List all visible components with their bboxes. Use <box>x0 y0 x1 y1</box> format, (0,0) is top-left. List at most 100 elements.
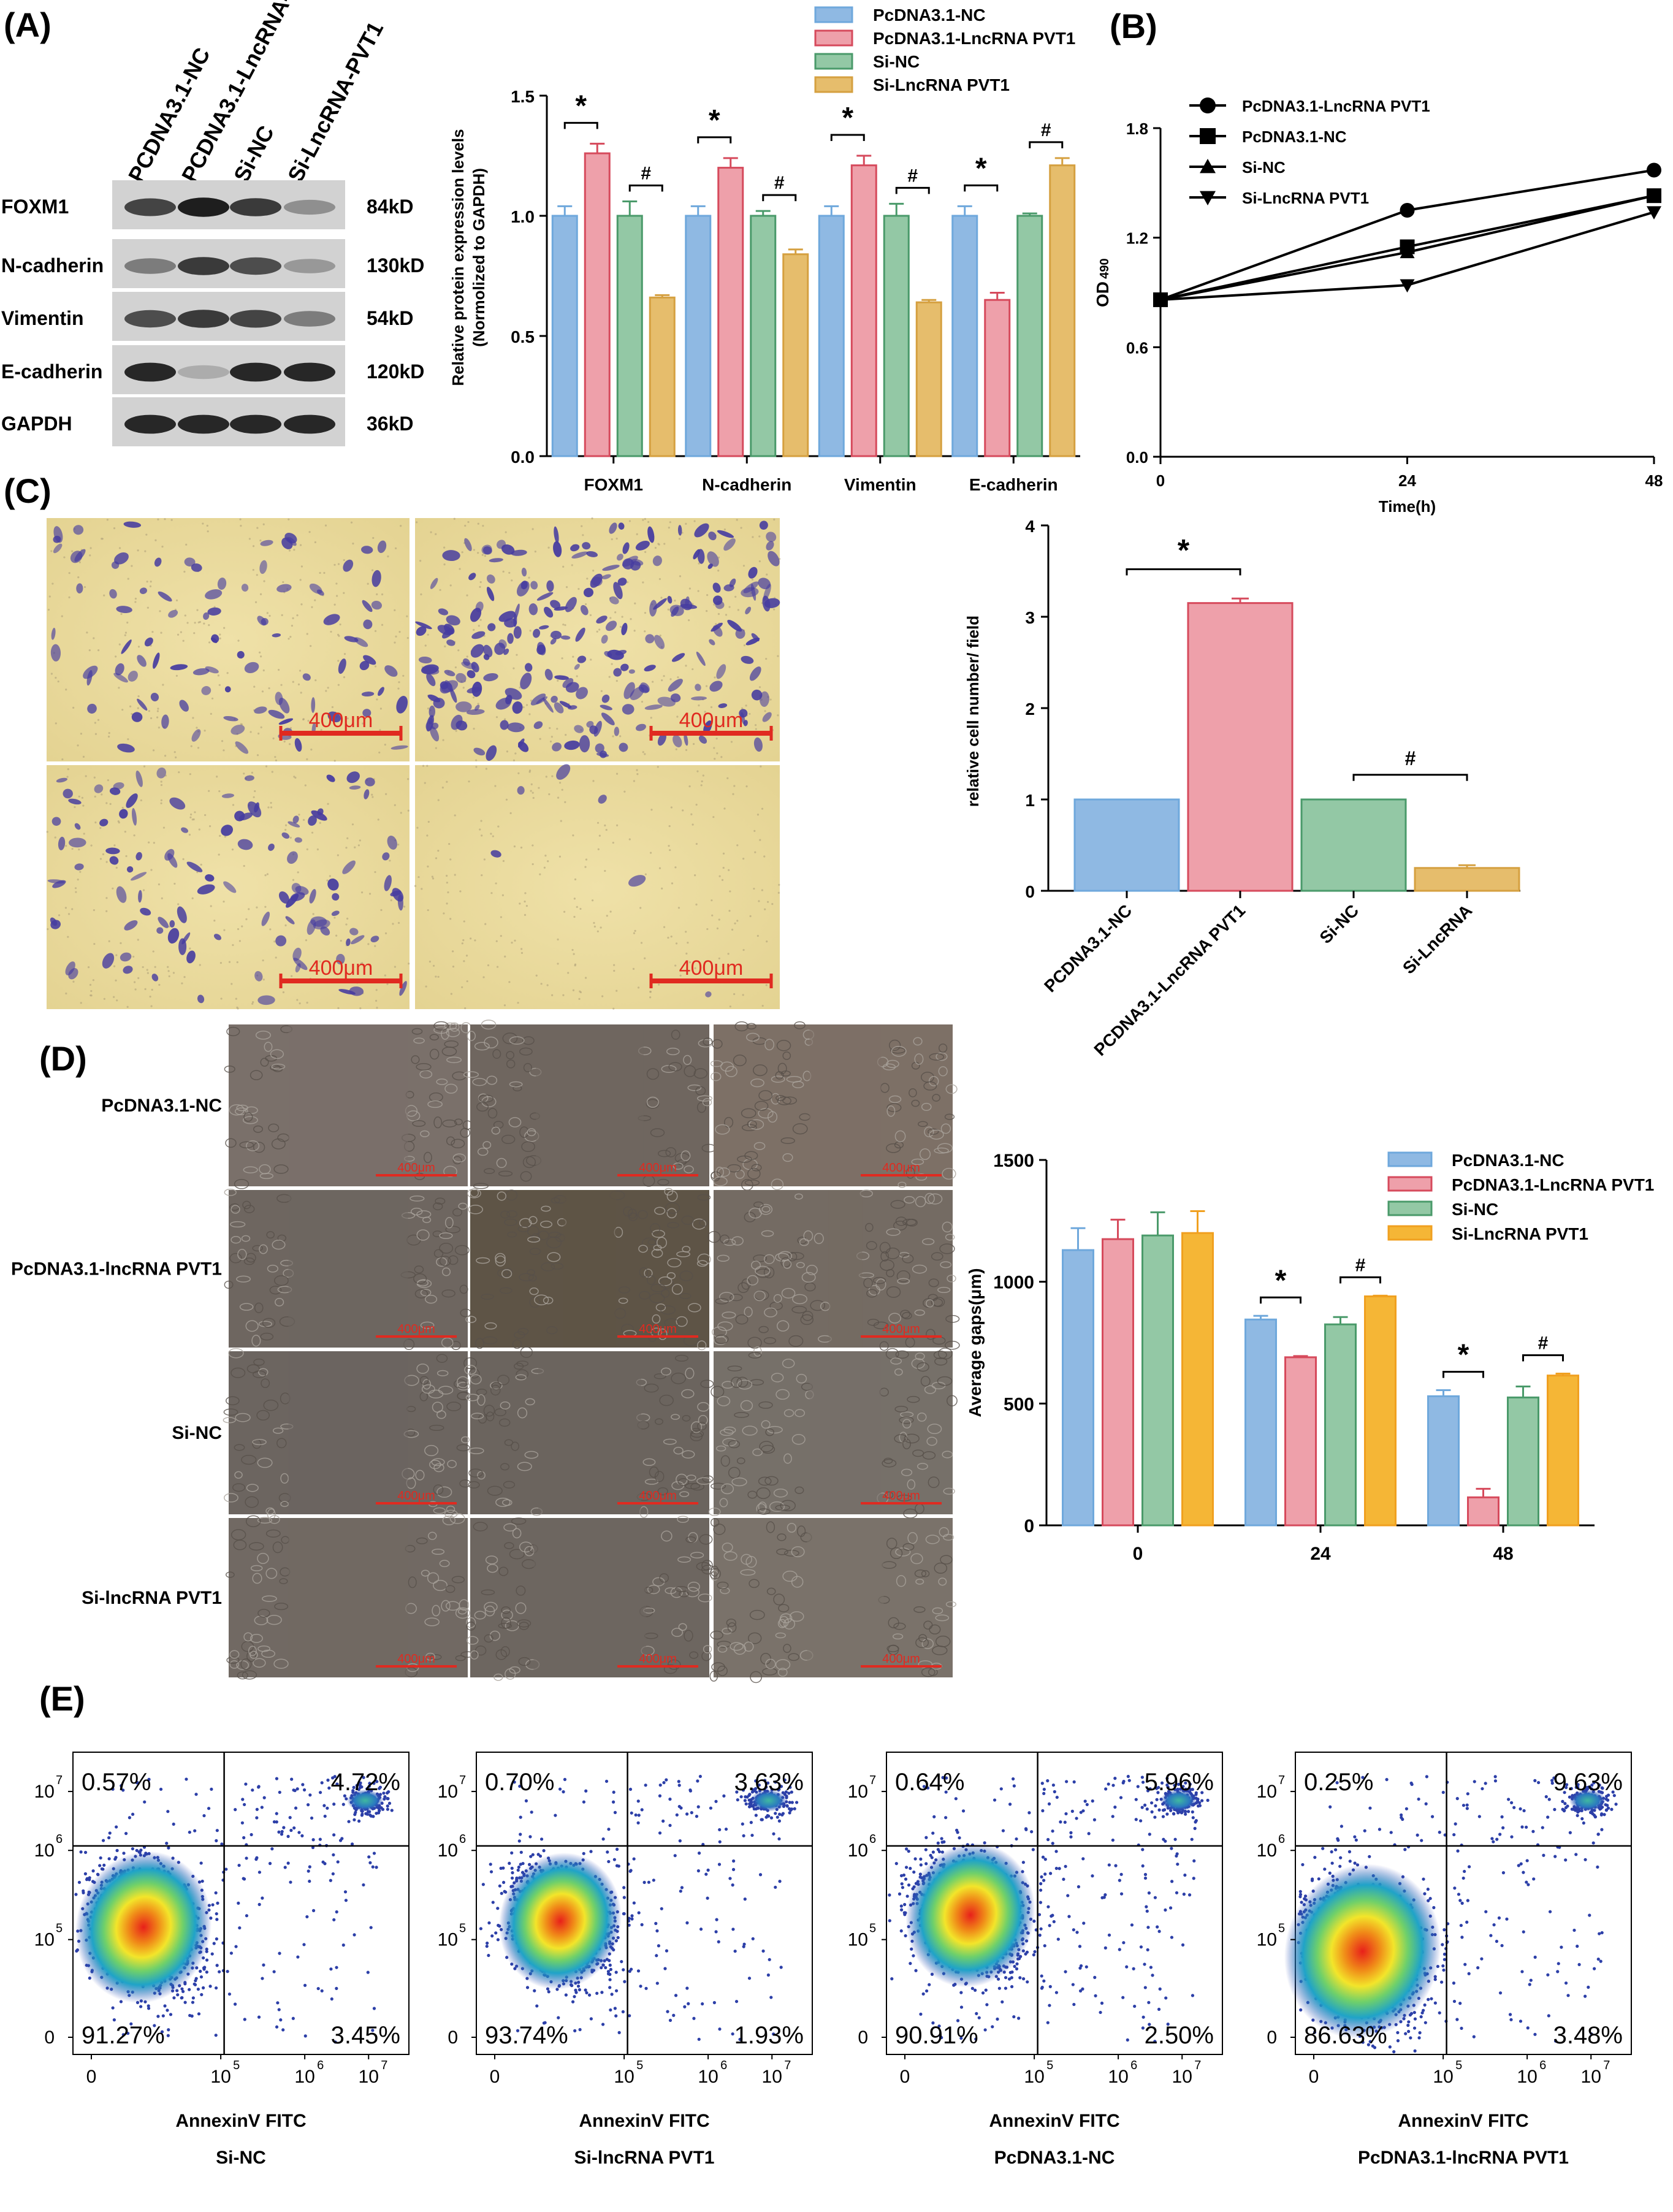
stained-cell <box>138 890 142 903</box>
membrane-pore <box>572 989 575 991</box>
cell-outline <box>897 1278 910 1284</box>
event-dot <box>244 1782 248 1786</box>
event-dot <box>115 1825 118 1829</box>
cell-outline <box>229 1104 245 1116</box>
membrane-pore <box>532 844 534 847</box>
membrane-pore <box>479 828 481 831</box>
membrane-pore <box>593 925 596 928</box>
stained-cell <box>244 662 259 673</box>
event-dot <box>120 1784 123 1788</box>
membrane-pore <box>511 942 513 944</box>
membrane-pore <box>288 518 290 521</box>
membrane-pore <box>127 738 129 741</box>
stained-cell <box>620 663 629 671</box>
membrane-pore <box>628 838 631 841</box>
cell-outline <box>429 1424 444 1431</box>
cell-outline <box>512 1339 522 1349</box>
cell-outline <box>699 1219 709 1227</box>
cell-outline <box>886 1059 899 1069</box>
membrane-pore <box>262 523 265 525</box>
cell-outline <box>438 1386 454 1395</box>
stained-cell <box>753 737 763 752</box>
membrane-pore <box>314 599 316 601</box>
membrane-pore <box>142 966 144 969</box>
event-dot <box>257 2015 261 2019</box>
cell-outline <box>237 1671 248 1680</box>
membrane-pore <box>675 942 678 945</box>
membrane-pore <box>46 831 48 833</box>
stained-cell <box>727 620 742 632</box>
membrane-pore <box>675 748 677 750</box>
membrane-pore <box>282 581 284 584</box>
stained-cell <box>693 549 700 560</box>
cell-outline <box>240 1658 252 1670</box>
cell-outline <box>495 1497 511 1507</box>
cell-outline <box>254 1615 269 1625</box>
event-dot <box>666 2010 669 2013</box>
cell-outline <box>229 1660 239 1669</box>
event-dot <box>107 1857 111 1861</box>
stained-cell <box>586 720 594 728</box>
wound-gap <box>538 1351 641 1514</box>
cell-outline <box>651 1248 663 1258</box>
wb-size-label: 120kD <box>367 360 424 383</box>
cell-outline <box>528 1216 538 1224</box>
wb-protein-label: FOXM1 <box>1 196 69 218</box>
y-axis-label: Relative protein expression levels <box>449 129 467 386</box>
quadrant-upper-left: 0.57% <box>82 1769 151 1796</box>
membrane-pore <box>737 609 739 611</box>
membrane-pore <box>93 943 96 945</box>
stained-cell <box>530 693 546 706</box>
cell-outline <box>416 1062 432 1071</box>
membrane-pore <box>685 952 688 955</box>
cell-outline <box>466 1617 476 1628</box>
cell-outline <box>482 1336 498 1344</box>
event-dot <box>327 1786 331 1790</box>
membrane-pore <box>89 554 91 557</box>
cell-outline <box>541 1205 551 1212</box>
membrane-pore <box>516 654 518 656</box>
event-dot <box>685 1812 689 1816</box>
membrane-pore <box>199 964 201 966</box>
cell-outline <box>771 1373 784 1382</box>
event-dot <box>196 1987 200 1991</box>
membrane-pore <box>251 771 253 774</box>
membrane-pore <box>685 522 687 525</box>
cell-outline <box>471 1413 484 1419</box>
membrane-pore <box>513 845 516 848</box>
cell-outline <box>894 1405 909 1413</box>
bar <box>1049 164 1076 457</box>
wb-band <box>178 414 229 434</box>
cell-outline <box>711 1072 722 1081</box>
membrane-pore <box>454 666 457 669</box>
cell-outline <box>446 1505 455 1513</box>
wound-gap <box>563 1190 616 1348</box>
membrane-pore <box>384 974 386 977</box>
cell-outline <box>501 1606 511 1614</box>
cell-outline <box>445 1226 461 1234</box>
membrane-pore <box>394 547 397 549</box>
stained-cell <box>268 709 285 719</box>
event-dot <box>571 2000 575 2004</box>
stained-cell <box>51 817 61 826</box>
membrane-pore <box>716 752 718 755</box>
cell-outline <box>505 1668 516 1680</box>
membrane-pore <box>564 624 566 627</box>
stained-cell <box>52 880 66 888</box>
scale-bar-label: 400μm <box>397 1489 435 1503</box>
membrane-pore <box>376 698 378 701</box>
membrane-pore <box>520 846 523 849</box>
membrane-pore <box>375 989 378 991</box>
stained-cell <box>647 526 655 543</box>
bar <box>616 215 643 457</box>
cell-outline <box>886 1103 902 1113</box>
cell-outline <box>466 1636 479 1645</box>
membrane-pore <box>378 751 381 754</box>
membrane-pore <box>254 601 257 603</box>
event-dot <box>353 1818 356 1821</box>
stained-cell <box>482 546 492 555</box>
cell-outline <box>722 1627 733 1634</box>
membrane-pore <box>539 873 541 875</box>
cell-outline <box>420 1321 435 1329</box>
stained-cell <box>76 583 83 593</box>
